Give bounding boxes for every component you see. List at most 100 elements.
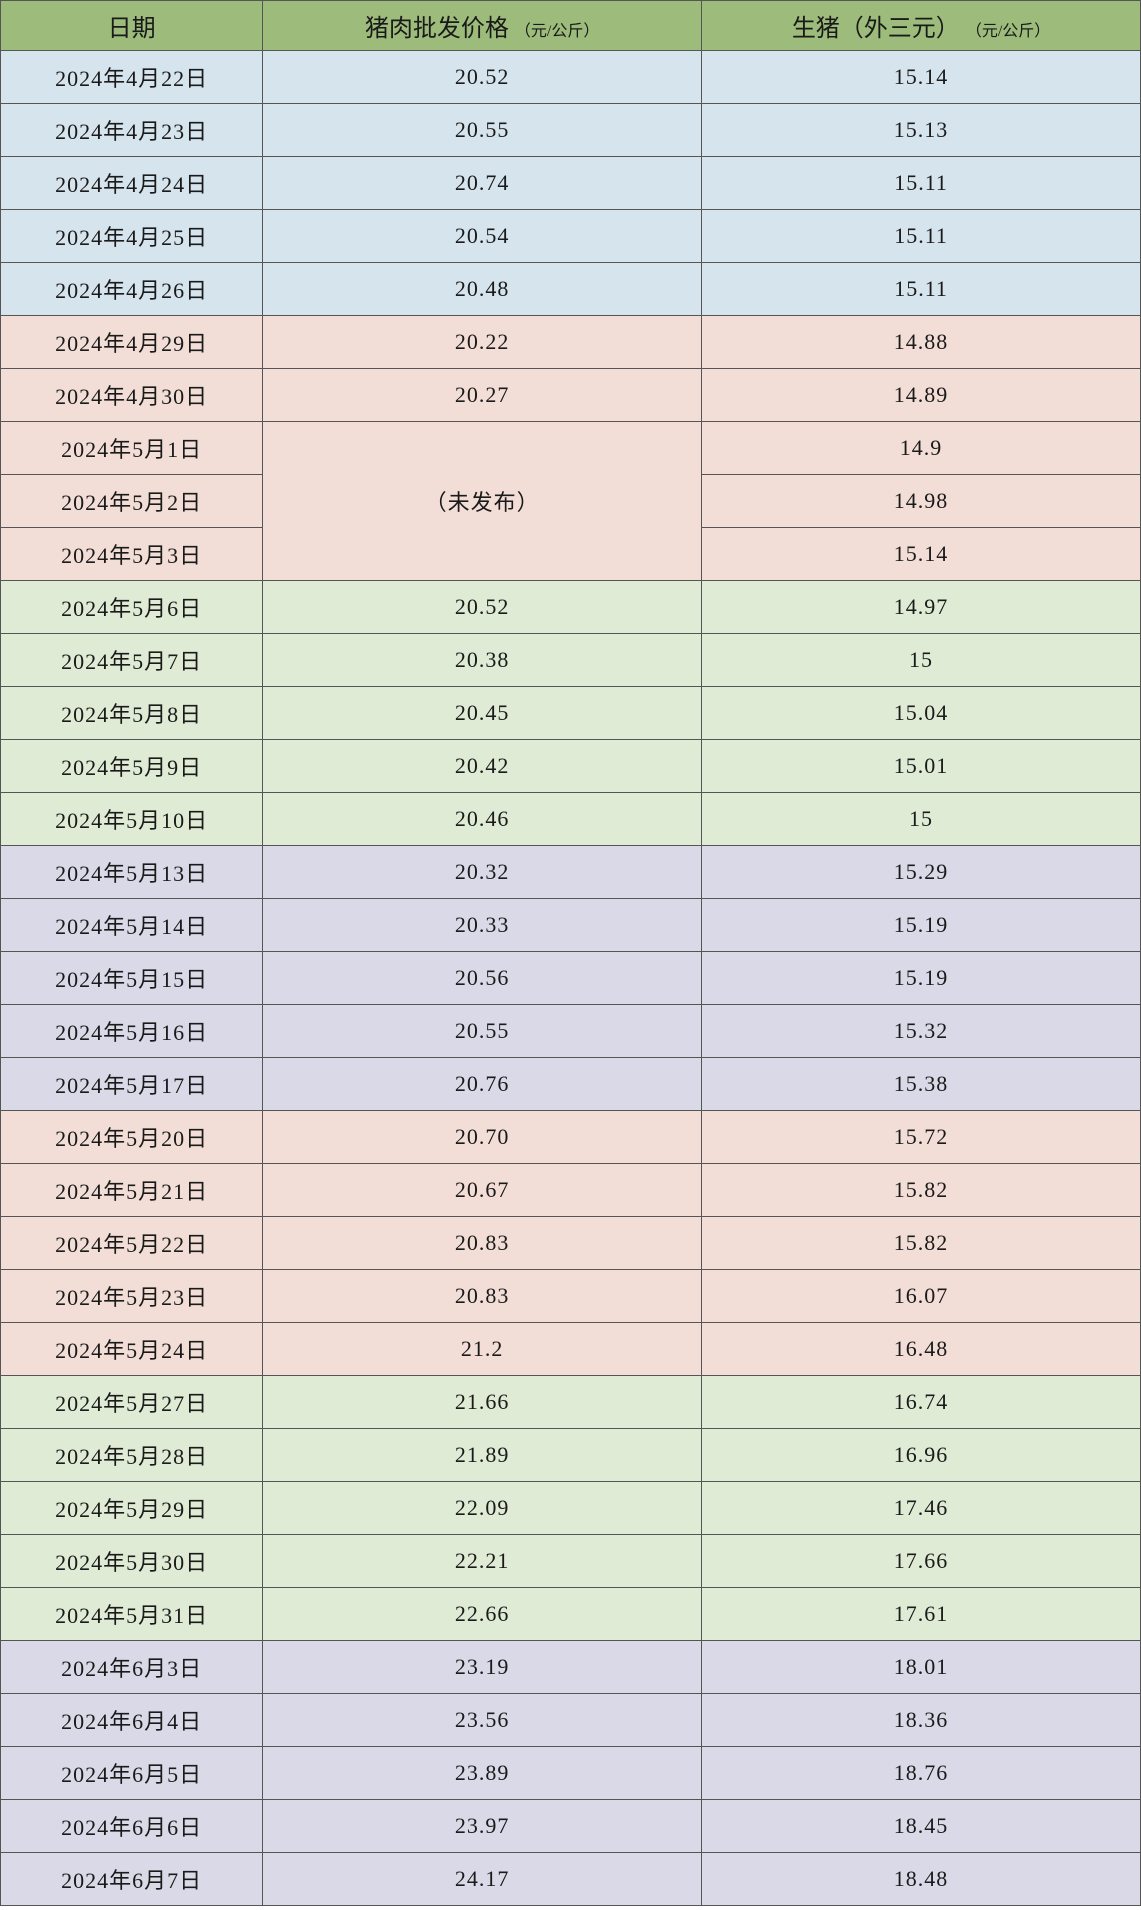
table-row: 2024年5月13日20.3215.29 <box>1 846 1141 899</box>
cell-pork: 22.09 <box>263 1482 702 1535</box>
cell-hog: 15.19 <box>702 899 1141 952</box>
cell-hog: 15.38 <box>702 1058 1141 1111</box>
cell-hog: 18.01 <box>702 1641 1141 1694</box>
cell-date: 2024年5月1日 <box>1 422 263 475</box>
cell-hog: 14.88 <box>702 316 1141 369</box>
cell-date: 2024年5月6日 <box>1 581 263 634</box>
table-row: 2024年5月14日20.3315.19 <box>1 899 1141 952</box>
table-body: 2024年4月22日20.5215.142024年4月23日20.5515.13… <box>1 51 1141 1906</box>
cell-hog: 15 <box>702 793 1141 846</box>
price-table: 日期 猪肉批发价格 （元/公斤） 生猪（外三元） （元/公斤） 2024年4月2… <box>0 0 1141 1906</box>
cell-date: 2024年4月30日 <box>1 369 263 422</box>
table-row: 2024年5月21日20.6715.82 <box>1 1164 1141 1217</box>
table-row: 2024年4月29日20.2214.88 <box>1 316 1141 369</box>
cell-hog: 15.32 <box>702 1005 1141 1058</box>
cell-date: 2024年5月14日 <box>1 899 263 952</box>
cell-date: 2024年5月3日 <box>1 528 263 581</box>
cell-pork: 20.33 <box>263 899 702 952</box>
table-row: 2024年6月4日23.5618.36 <box>1 1694 1141 1747</box>
cell-date: 2024年5月2日 <box>1 475 263 528</box>
cell-date: 2024年6月5日 <box>1 1747 263 1800</box>
cell-date: 2024年5月16日 <box>1 1005 263 1058</box>
cell-date: 2024年5月22日 <box>1 1217 263 1270</box>
cell-hog: 14.9 <box>702 422 1141 475</box>
cell-pork: 20.83 <box>263 1217 702 1270</box>
col-header-pork: 猪肉批发价格 （元/公斤） <box>263 1 702 51</box>
cell-pork: 23.19 <box>263 1641 702 1694</box>
col-header-date-label: 日期 <box>108 16 156 42</box>
cell-hog: 16.48 <box>702 1323 1141 1376</box>
cell-hog: 18.48 <box>702 1853 1141 1906</box>
cell-date: 2024年5月28日 <box>1 1429 263 1482</box>
col-header-pork-unit: （元/公斤） <box>515 23 599 40</box>
cell-hog: 15.11 <box>702 210 1141 263</box>
cell-hog: 15.14 <box>702 51 1141 104</box>
table-row: 2024年4月22日20.5215.14 <box>1 51 1141 104</box>
cell-pork: 20.22 <box>263 316 702 369</box>
cell-date: 2024年5月23日 <box>1 1270 263 1323</box>
cell-hog: 15.11 <box>702 263 1141 316</box>
cell-pork: 20.74 <box>263 157 702 210</box>
cell-date: 2024年4月25日 <box>1 210 263 263</box>
cell-hog: 16.74 <box>702 1376 1141 1429</box>
cell-hog: 16.07 <box>702 1270 1141 1323</box>
table-row: 2024年5月20日20.7015.72 <box>1 1111 1141 1164</box>
cell-hog: 15.13 <box>702 104 1141 157</box>
cell-hog: 18.76 <box>702 1747 1141 1800</box>
cell-date: 2024年4月26日 <box>1 263 263 316</box>
table-row: 2024年5月7日20.3815 <box>1 634 1141 687</box>
cell-date: 2024年4月23日 <box>1 104 263 157</box>
col-header-date: 日期 <box>1 1 263 51</box>
col-header-hog-unit: （元/公斤） <box>966 23 1050 40</box>
cell-hog: 14.89 <box>702 369 1141 422</box>
cell-date: 2024年6月6日 <box>1 1800 263 1853</box>
cell-hog: 15 <box>702 634 1141 687</box>
table-row: 2024年6月3日23.1918.01 <box>1 1641 1141 1694</box>
table-row: 2024年5月15日20.5615.19 <box>1 952 1141 1005</box>
table-row: 2024年6月7日24.1718.48 <box>1 1853 1141 1906</box>
cell-date: 2024年5月7日 <box>1 634 263 687</box>
cell-pork: 21.89 <box>263 1429 702 1482</box>
cell-date: 2024年5月31日 <box>1 1588 263 1641</box>
cell-hog: 15.01 <box>702 740 1141 793</box>
cell-pork-merged: （未发布） <box>263 422 702 581</box>
cell-pork: 22.66 <box>263 1588 702 1641</box>
cell-date: 2024年5月17日 <box>1 1058 263 1111</box>
col-header-pork-label: 猪肉批发价格 <box>365 16 509 42</box>
cell-hog: 17.66 <box>702 1535 1141 1588</box>
cell-pork: 24.17 <box>263 1853 702 1906</box>
cell-hog: 17.61 <box>702 1588 1141 1641</box>
cell-date: 2024年5月8日 <box>1 687 263 740</box>
cell-hog: 15.29 <box>702 846 1141 899</box>
cell-hog: 15.14 <box>702 528 1141 581</box>
cell-date: 2024年6月4日 <box>1 1694 263 1747</box>
cell-hog: 16.96 <box>702 1429 1141 1482</box>
cell-pork: 20.67 <box>263 1164 702 1217</box>
col-header-hog-label: 生猪（外三元） <box>792 16 960 42</box>
cell-pork: 22.21 <box>263 1535 702 1588</box>
cell-hog: 14.98 <box>702 475 1141 528</box>
cell-pork: 23.97 <box>263 1800 702 1853</box>
cell-pork: 20.38 <box>263 634 702 687</box>
table-row: 2024年5月30日22.2117.66 <box>1 1535 1141 1588</box>
cell-hog: 15.11 <box>702 157 1141 210</box>
cell-hog: 18.45 <box>702 1800 1141 1853</box>
table-row: 2024年5月28日21.8916.96 <box>1 1429 1141 1482</box>
cell-hog: 18.36 <box>702 1694 1141 1747</box>
table-row: 2024年5月10日20.4615 <box>1 793 1141 846</box>
cell-hog: 15.04 <box>702 687 1141 740</box>
cell-pork: 20.45 <box>263 687 702 740</box>
cell-hog: 17.46 <box>702 1482 1141 1535</box>
table-row: 2024年5月23日20.8316.07 <box>1 1270 1141 1323</box>
table-row: 2024年5月16日20.5515.32 <box>1 1005 1141 1058</box>
cell-pork: 21.66 <box>263 1376 702 1429</box>
table-row: 2024年4月23日20.5515.13 <box>1 104 1141 157</box>
cell-pork: 23.89 <box>263 1747 702 1800</box>
cell-pork: 20.55 <box>263 104 702 157</box>
table-row: 2024年5月9日20.4215.01 <box>1 740 1141 793</box>
cell-hog: 15.82 <box>702 1217 1141 1270</box>
table-row: 2024年5月29日22.0917.46 <box>1 1482 1141 1535</box>
cell-pork: 20.27 <box>263 369 702 422</box>
cell-pork: 20.76 <box>263 1058 702 1111</box>
cell-pork: 20.46 <box>263 793 702 846</box>
